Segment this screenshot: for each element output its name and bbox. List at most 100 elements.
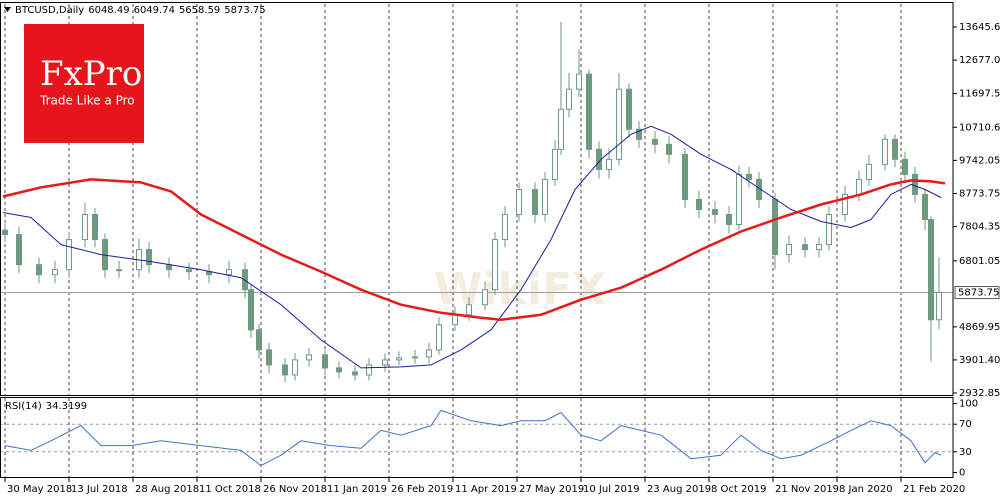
x-tick-label: 11 Oct 2018 <box>199 484 261 495</box>
candle-body <box>746 173 752 180</box>
x-tick-label: 8 Jan 2020 <box>839 484 893 495</box>
candle-body <box>636 128 642 140</box>
candle-body <box>558 108 564 150</box>
watermark: WikiFX <box>434 264 606 315</box>
candle-body <box>736 173 742 226</box>
x-tick-label: 23 Aug 2019 <box>647 484 711 495</box>
y-tick-label: 10710.60 <box>959 122 1000 133</box>
y-tick-label: 12677.05 <box>959 55 1000 66</box>
y-tick-label: 0 <box>959 467 965 478</box>
candle-body <box>436 324 442 351</box>
rsi-title: RSI(14) <box>5 401 42 412</box>
candle-body <box>786 244 792 256</box>
x-tick-label: 21 Feb 2020 <box>903 484 965 495</box>
candle-body <box>52 269 58 276</box>
header-low: 5658.59 <box>179 5 220 16</box>
candle-body <box>626 88 632 130</box>
candle-body <box>802 244 808 251</box>
candle-body <box>866 163 872 180</box>
candle-body <box>666 143 672 155</box>
candle-body <box>532 188 538 215</box>
candle-body <box>248 289 254 331</box>
x-tick-label: 10 Jul 2019 <box>583 484 640 495</box>
y-tick-label: 13645.60 <box>959 22 1000 33</box>
x-tick-label: 13 Jul 2018 <box>71 484 128 495</box>
candle-body <box>922 193 928 221</box>
candle-body <box>292 359 298 376</box>
x-tick-label: 26 Nov 2018 <box>263 484 327 495</box>
candle-body <box>902 158 908 175</box>
x-tick-label: 28 Aug 2018 <box>135 484 199 495</box>
candle-body <box>492 239 498 291</box>
y-tick-label: 6801.05 <box>959 256 1000 267</box>
moving-average-line <box>2 125 942 369</box>
candle-body <box>482 289 488 306</box>
candle-body <box>928 219 934 321</box>
y-tick-label: 3901.40 <box>959 355 1000 366</box>
x-tick-label: 26 Feb 2019 <box>391 484 453 495</box>
candle-body <box>16 234 22 266</box>
candle-body <box>856 178 862 195</box>
candle-body <box>146 249 152 266</box>
chart-header: BTCUSD,Daily 6048.49 6049.74 5658.59 5873.75 <box>15 5 266 16</box>
candle-body <box>322 354 328 369</box>
y-tick-label: 100 <box>959 399 978 410</box>
candle-body <box>82 213 88 241</box>
candle-body <box>426 349 432 358</box>
candle-body <box>542 178 548 215</box>
candle-body <box>396 357 402 361</box>
candle-body <box>606 158 612 170</box>
symbol-title: BTCUSD,Daily <box>15 5 84 16</box>
candle-body <box>336 367 342 373</box>
last-price-label: 5873.75 <box>958 288 999 299</box>
x-tick-label: 30 May 2018 <box>7 484 72 495</box>
rsi-frame <box>0 397 954 478</box>
y-tick-label: 4869.95 <box>959 322 1000 333</box>
candle-body <box>682 153 688 200</box>
y-tick-label: 11697.50 <box>959 89 1000 100</box>
indicator-line <box>4 409 942 467</box>
x-tick-label: 27 May 2019 <box>519 484 584 495</box>
y-tick-label: 7804.35 <box>959 222 1000 233</box>
last-price-box <box>954 286 1000 300</box>
candle-body <box>842 193 848 215</box>
candle-body <box>256 329 262 351</box>
candle-body <box>66 239 72 271</box>
candle-body <box>166 264 172 271</box>
logo-box <box>24 24 144 143</box>
candle-body <box>382 359 388 366</box>
plots <box>0 4 953 478</box>
rsi-last-value: 34.3199 <box>46 401 87 412</box>
y-tick-label: 2932.85 <box>959 388 1000 399</box>
candle-body <box>882 138 888 165</box>
y-tick-label: 70 <box>959 419 972 430</box>
symbol-menu-icon[interactable] <box>4 7 11 12</box>
candle-body <box>352 371 358 376</box>
candle-body <box>452 314 458 326</box>
candle-body <box>226 269 232 276</box>
y-tick-label: 8773.75 <box>959 188 1000 199</box>
x-tick-label: 11 Jan 2019 <box>327 484 387 495</box>
candle-body <box>2 229 8 236</box>
candle-body <box>552 148 558 180</box>
candle-body <box>306 354 312 361</box>
x-tick-label: 8 Oct 2019 <box>711 484 766 495</box>
price-frame <box>0 2 954 396</box>
x-tick-label: 11 Apr 2019 <box>455 484 517 495</box>
y-tick-label: 30 <box>959 447 972 458</box>
candle-body <box>586 73 592 150</box>
candle-body <box>502 213 508 241</box>
header-high: 6049.74 <box>134 5 175 16</box>
logo-tagline: Trade Like a Pro <box>39 94 135 108</box>
candle-body <box>616 88 622 160</box>
candle-body <box>516 188 522 215</box>
candle-body <box>892 138 898 160</box>
candle-body <box>912 173 918 195</box>
candle-body <box>92 213 98 241</box>
x-tick-label: 21 Nov 2019 <box>775 484 839 495</box>
candle-body <box>412 356 418 359</box>
candle-body <box>576 73 582 90</box>
